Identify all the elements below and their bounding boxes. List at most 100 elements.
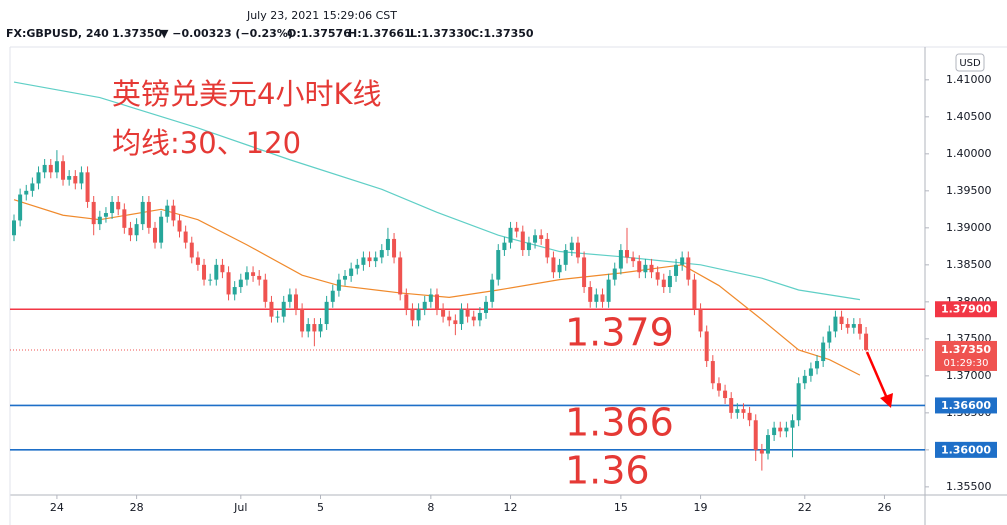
candle-body (490, 279, 495, 302)
candle-body (735, 409, 740, 413)
candle-body (416, 309, 421, 321)
candle-body (704, 331, 709, 362)
x-tick-label: 24 (50, 501, 64, 514)
candle-body (398, 257, 403, 295)
y-tick-label: 1.39000 (946, 221, 992, 234)
candle-body (723, 390, 728, 399)
change: ▼ −0.00323 (−0.23%) (160, 27, 293, 40)
candle-body (361, 257, 366, 265)
y-tick-label: 1.39500 (946, 184, 992, 197)
candle-body (661, 279, 666, 288)
candle-body (563, 250, 568, 265)
level-label-box (935, 301, 997, 318)
candle-body (827, 331, 832, 343)
candle-body (784, 427, 789, 432)
candle-body (857, 324, 862, 334)
candle-body (238, 279, 243, 288)
candle-body (330, 290, 335, 302)
candle-body (539, 235, 544, 239)
candle-body (618, 250, 623, 269)
candle-body (502, 242, 507, 251)
candle-body (686, 257, 691, 280)
candle-body (484, 301, 489, 313)
candle-body (600, 294, 605, 302)
x-tick-label: 22 (798, 501, 812, 514)
candle-body (48, 164, 53, 173)
candle-body (710, 361, 715, 384)
level-label: 1.36000 (941, 443, 991, 456)
price: 1.37350 (112, 27, 162, 40)
candle-body (343, 275, 348, 280)
candle-body (91, 201, 96, 225)
candle-body (698, 309, 703, 332)
candle-body (845, 324, 850, 328)
candle-body (269, 301, 274, 317)
y-tick-label: 1.41000 (946, 73, 992, 86)
x-tick-label: 15 (614, 501, 628, 514)
candle-body (821, 342, 826, 362)
x-tick-label: Jul (233, 501, 247, 514)
candle-body (637, 261, 642, 273)
candle-body (336, 279, 341, 291)
candle-body (54, 161, 59, 173)
candle-body (165, 205, 170, 217)
candle-body (674, 264, 679, 276)
plot-area (10, 81, 925, 471)
level-label-box (935, 397, 997, 414)
symbol: FX:GBPUSD, 240 (6, 27, 109, 40)
currency: USD (959, 58, 981, 69)
candle-body (306, 324, 311, 332)
y-tick-label: 1.38500 (946, 258, 992, 271)
level-label: 1.37900 (941, 303, 991, 316)
candle-body (24, 190, 29, 195)
low: L:1.37330 (410, 27, 472, 40)
currency-box (955, 53, 985, 72)
candle-body (275, 316, 280, 318)
annotation: 1.379 (565, 311, 674, 355)
candle-body (575, 242, 580, 258)
candle-body (441, 309, 446, 317)
candle-body (349, 268, 354, 276)
y-tick-label: 1.40000 (946, 147, 992, 160)
candle-body (244, 272, 249, 280)
candle-body (410, 309, 415, 321)
candle-body (631, 257, 636, 262)
candle-body (159, 216, 164, 243)
candle-body (18, 194, 23, 221)
candle-body (263, 279, 268, 302)
candle-body (533, 235, 538, 243)
candle-body (208, 279, 213, 281)
candle-body (508, 227, 513, 243)
candle-body (287, 294, 292, 302)
candle-body (772, 427, 777, 436)
candle-body (67, 176, 72, 180)
candle-body (692, 279, 697, 310)
candle-body (281, 301, 286, 317)
candle-body (612, 268, 617, 280)
candle-body (42, 164, 47, 173)
candle-body (428, 294, 433, 302)
candle-body (459, 309, 464, 325)
candle-body (324, 301, 329, 325)
candle-body (594, 294, 599, 302)
candle-body (128, 227, 133, 236)
candle-body (815, 361, 820, 369)
candle-body (477, 312, 482, 321)
y-tick-label: 1.35500 (946, 480, 992, 493)
candle-body (625, 250, 629, 258)
x-tick-label: 26 (877, 501, 891, 514)
candle-body (85, 172, 90, 202)
candle-body (251, 272, 256, 276)
candle-body (680, 257, 685, 265)
level-label-box (935, 441, 997, 458)
candle-body (152, 227, 157, 243)
candle-body (643, 264, 648, 273)
last-price-label: 1.37350 (941, 343, 991, 356)
candle-body (434, 294, 439, 310)
candle-body (716, 383, 721, 391)
candle-body (79, 172, 84, 184)
candle-body (110, 201, 115, 214)
candle-body (183, 231, 188, 243)
candle-body (569, 242, 574, 251)
candle-body (778, 427, 783, 432)
